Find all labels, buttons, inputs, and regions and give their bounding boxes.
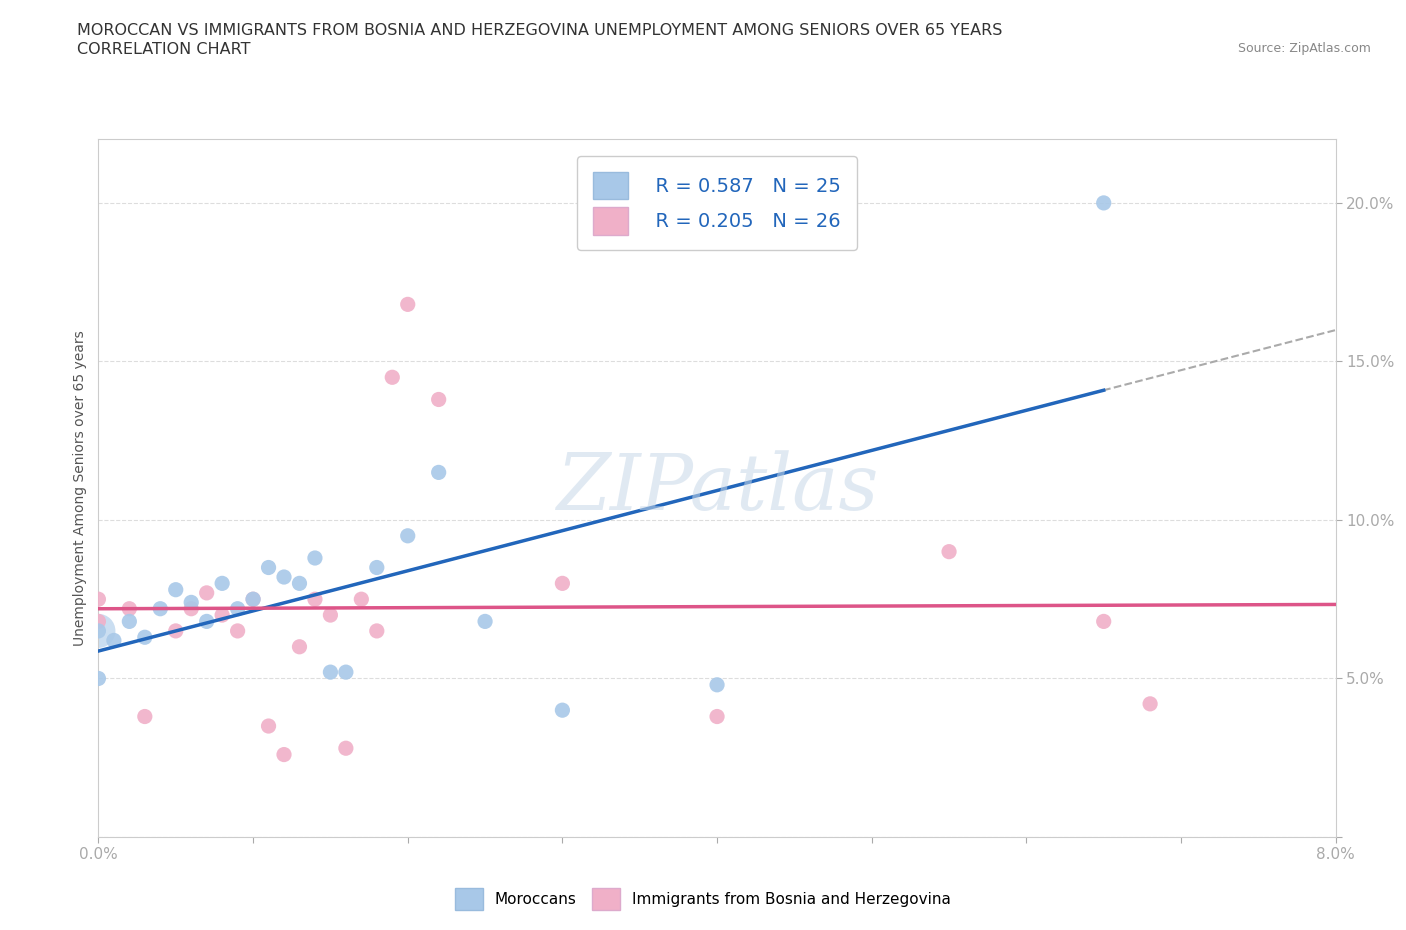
Point bbox=[87, 591, 110, 606]
Point bbox=[938, 544, 960, 559]
Point bbox=[288, 576, 311, 591]
Point bbox=[273, 747, 295, 762]
Point bbox=[366, 560, 388, 575]
Text: MOROCCAN VS IMMIGRANTS FROM BOSNIA AND HERZEGOVINA UNEMPLOYMENT AMONG SENIORS OV: MOROCCAN VS IMMIGRANTS FROM BOSNIA AND H… bbox=[77, 23, 1002, 38]
Point bbox=[335, 741, 357, 756]
Point bbox=[226, 623, 249, 638]
Point bbox=[165, 623, 187, 638]
Point bbox=[103, 633, 125, 648]
Point bbox=[319, 665, 342, 680]
Point bbox=[226, 602, 249, 617]
Point bbox=[474, 614, 496, 629]
Point bbox=[242, 591, 264, 606]
Text: Source: ZipAtlas.com: Source: ZipAtlas.com bbox=[1237, 42, 1371, 55]
Point bbox=[551, 576, 574, 591]
Point bbox=[118, 602, 141, 617]
Point bbox=[180, 602, 202, 617]
Point bbox=[149, 602, 172, 617]
Point bbox=[195, 586, 218, 601]
Point bbox=[1092, 614, 1115, 629]
Point bbox=[87, 623, 110, 638]
Point bbox=[211, 607, 233, 622]
Point bbox=[551, 703, 574, 718]
Point bbox=[288, 639, 311, 654]
Legend: Moroccans, Immigrants from Bosnia and Herzegovina: Moroccans, Immigrants from Bosnia and He… bbox=[447, 881, 959, 918]
Point bbox=[118, 614, 141, 629]
Point bbox=[335, 665, 357, 680]
Point bbox=[396, 297, 419, 312]
Point bbox=[304, 551, 326, 565]
Point bbox=[319, 607, 342, 622]
Point bbox=[427, 392, 450, 407]
Point bbox=[87, 614, 110, 629]
Text: ZIPatlas: ZIPatlas bbox=[555, 450, 879, 526]
Point bbox=[706, 677, 728, 692]
Point bbox=[273, 569, 295, 584]
Point bbox=[1092, 195, 1115, 210]
Text: CORRELATION CHART: CORRELATION CHART bbox=[77, 42, 250, 57]
Point bbox=[134, 630, 156, 644]
Point bbox=[87, 671, 110, 686]
Point bbox=[257, 560, 280, 575]
Point bbox=[165, 582, 187, 597]
Point bbox=[427, 465, 450, 480]
Point bbox=[195, 614, 218, 629]
Point bbox=[180, 595, 202, 610]
Point bbox=[242, 591, 264, 606]
Point bbox=[381, 370, 404, 385]
Legend:   R = 0.587   N = 25,   R = 0.205   N = 26: R = 0.587 N = 25, R = 0.205 N = 26 bbox=[578, 156, 856, 250]
Point bbox=[211, 576, 233, 591]
Point bbox=[396, 528, 419, 543]
Y-axis label: Unemployment Among Seniors over 65 years: Unemployment Among Seniors over 65 years bbox=[73, 330, 87, 646]
Point bbox=[1139, 697, 1161, 711]
Point bbox=[134, 709, 156, 724]
Point bbox=[304, 591, 326, 606]
Point bbox=[257, 719, 280, 734]
Point bbox=[350, 591, 373, 606]
Point bbox=[87, 623, 110, 638]
Point bbox=[706, 709, 728, 724]
Point bbox=[366, 623, 388, 638]
